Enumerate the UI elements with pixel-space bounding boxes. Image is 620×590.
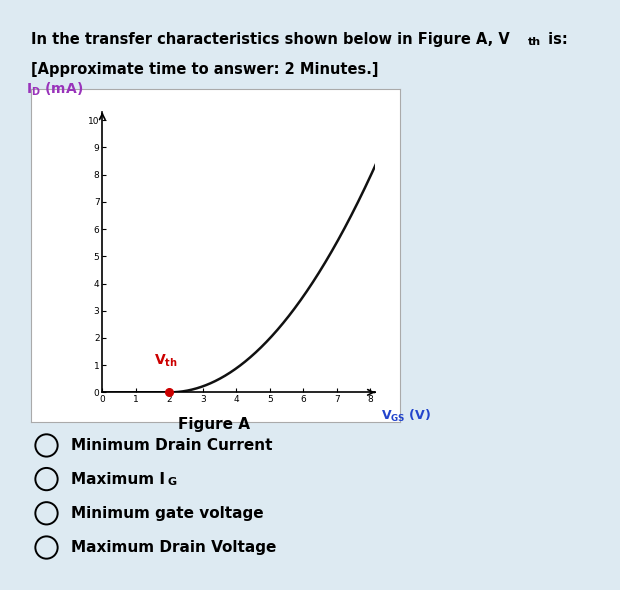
Text: is:: is: [543, 32, 568, 47]
Text: In the transfer characteristics shown below in Figure A, V: In the transfer characteristics shown be… [31, 32, 510, 47]
Text: th: th [528, 37, 541, 47]
Text: Minimum gate voltage: Minimum gate voltage [71, 506, 264, 521]
Text: Maximum Drain Voltage: Maximum Drain Voltage [71, 540, 277, 555]
Text: $\mathbf{V_{th}}$: $\mathbf{V_{th}}$ [154, 353, 178, 369]
Text: $\mathbf{V_{GS}}$ (V): $\mathbf{V_{GS}}$ (V) [381, 408, 431, 424]
Text: Minimum Drain Current: Minimum Drain Current [71, 438, 273, 453]
Text: Figure A: Figure A [178, 417, 250, 432]
Text: G: G [167, 477, 177, 487]
Text: [Approximate time to answer: 2 Minutes.]: [Approximate time to answer: 2 Minutes.] [31, 62, 378, 77]
Text: Maximum I: Maximum I [71, 471, 166, 487]
Text: $\mathbf{I_D}$ (mA): $\mathbf{I_D}$ (mA) [26, 81, 83, 98]
